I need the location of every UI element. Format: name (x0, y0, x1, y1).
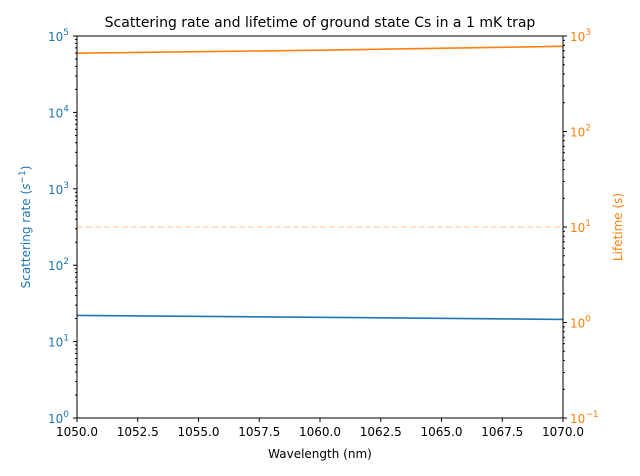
right-tick-label-1: 10−1 (570, 410, 599, 426)
left-y-axis: 100 101 102 103 104 105 (48, 28, 77, 426)
left-y-axis-label-exponent: −1 (18, 170, 28, 183)
right-tick-label-4: 102 (570, 124, 591, 140)
left-tick-label-6: 105 (48, 28, 69, 44)
x-tick-label-7: 1065.0 (421, 425, 463, 439)
series-line-1 (76, 314, 564, 321)
left-tick-label-4: 103 (48, 181, 69, 197)
right-tick-label-2: 100 (570, 315, 591, 331)
x-tick-label-4: 1057.5 (238, 425, 280, 439)
left-tick-label-1: 100 (48, 410, 69, 426)
series-line-2 (76, 45, 564, 54)
left-y-axis-label-end: ) (19, 166, 33, 171)
left-y-axis-label-symbol: s (19, 184, 33, 190)
x-axis-label: Wavelength (nm) (268, 447, 372, 461)
left-y-axis-label: Scattering rate (s−1) (18, 166, 33, 289)
x-axis: 1050.0 1052.5 1055.0 1057.5 1060.0 1062.5 1065… (56, 418, 584, 439)
x-tick-label-6: 1062.5 (360, 425, 402, 439)
x-tick-label-8: 1067.5 (481, 425, 523, 439)
right-tick-label-5: 103 (570, 28, 591, 44)
x-tick-label-3: 1055.0 (178, 425, 220, 439)
plot-area (76, 45, 564, 321)
right-y-axis: 10−1 100 101 102 103 (563, 28, 599, 426)
x-tick-label-9: 1070.0 (542, 425, 584, 439)
left-tick-label-2: 101 (48, 334, 69, 350)
left-tick-label-5: 104 (48, 104, 69, 120)
left-tick-label-3: 102 (48, 257, 69, 273)
x-tick-label-1: 1050.0 (56, 425, 98, 439)
right-y-axis-label: Lifetime (s) (611, 193, 625, 261)
right-tick-label-3: 101 (570, 219, 591, 235)
chart-title: Scattering rate and lifetime of ground s… (105, 15, 536, 31)
x-tick-label-2: 1052.5 (117, 425, 159, 439)
left-y-axis-label-base: Scattering rate ( (19, 190, 33, 289)
x-tick-label-5: 1060.0 (299, 425, 341, 439)
